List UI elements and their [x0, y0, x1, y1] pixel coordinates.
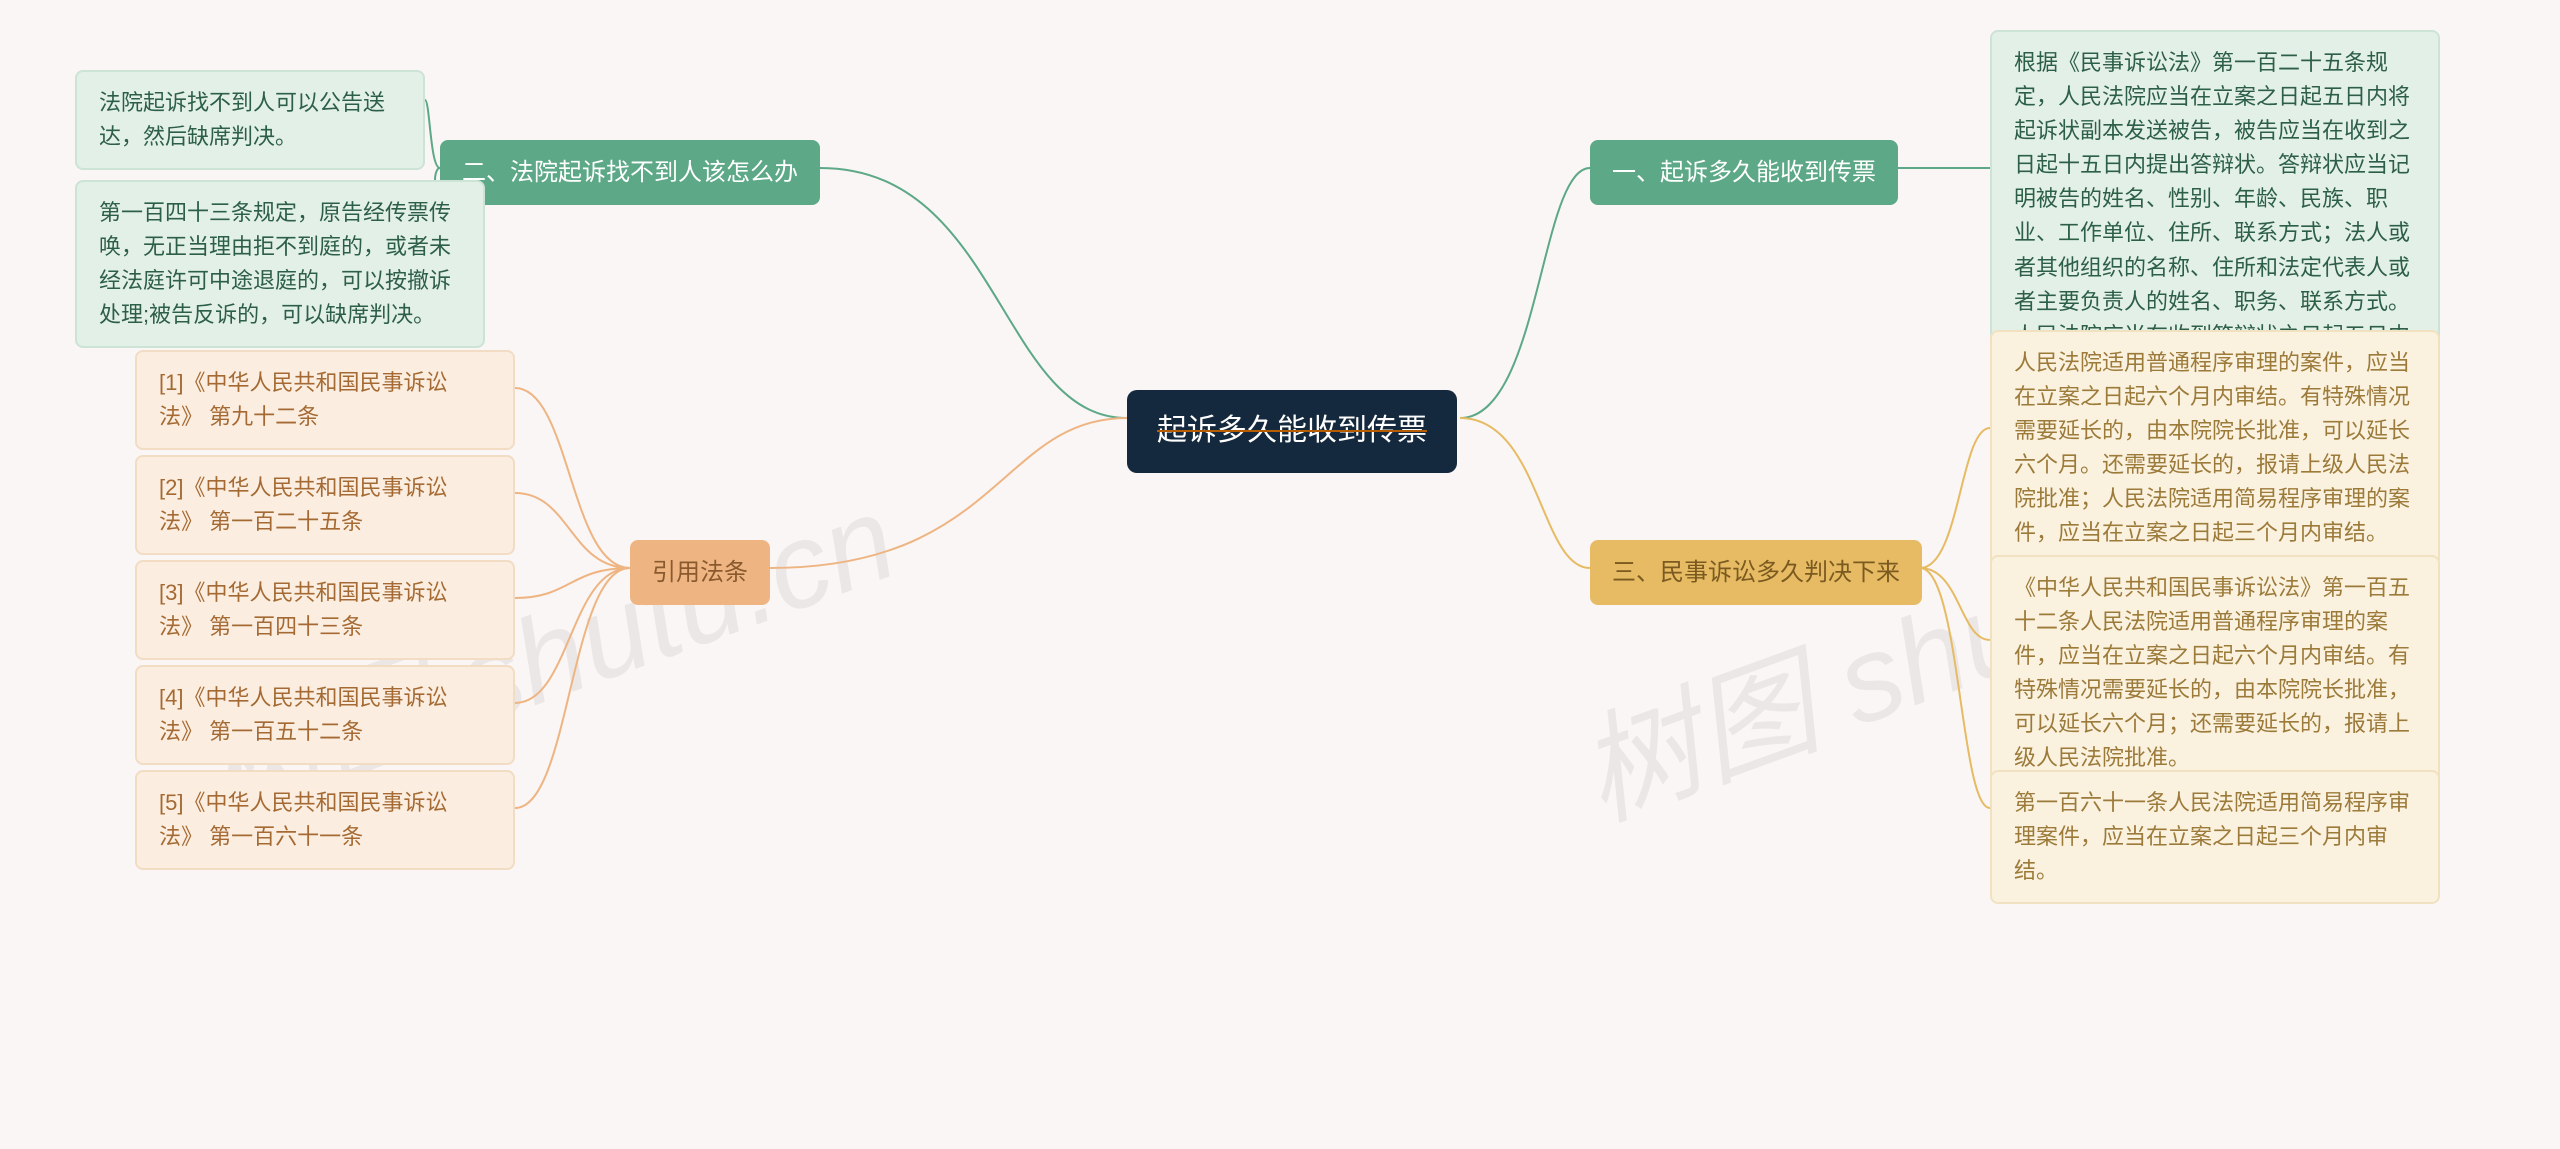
- center-node: 起诉多久能收到传票: [1127, 390, 1457, 473]
- branch-4-leaf-4: [5]《中华人民共和国民事诉讼法》 第一百六十一条: [135, 770, 515, 870]
- branch-4-leaf-0: [1]《中华人民共和国民事诉讼法》 第九十二条: [135, 350, 515, 450]
- branch-4-leaf-3: [4]《中华人民共和国民事诉讼法》 第一百五十二条: [135, 665, 515, 765]
- branch-2-leaf-0: 法院起诉找不到人可以公告送达，然后缺席判决。: [75, 70, 425, 170]
- branch-2-leaf-1: 第一百四十三条规定，原告经传票传唤，无正当理由拒不到庭的，或者未经法庭许可中途退…: [75, 180, 485, 348]
- branch-1-main: 一、起诉多久能收到传票: [1590, 140, 1898, 205]
- branch-3-leaf-1: 《中华人民共和国民事诉讼法》第一百五十二条人民法院适用普通程序审理的案件，应当在…: [1990, 555, 2440, 792]
- branch-3-leaf-0: 人民法院适用普通程序审理的案件，应当在立案之日起六个月内审结。有特殊情况需要延长…: [1990, 330, 2440, 567]
- branch-3-leaf-2: 第一百六十一条人民法院适用简易程序审理案件，应当在立案之日起三个月内审结。: [1990, 770, 2440, 904]
- branch-4-leaf-2: [3]《中华人民共和国民事诉讼法》 第一百四十三条: [135, 560, 515, 660]
- branch-4-main: 引用法条: [630, 540, 770, 605]
- branch-3-main: 三、民事诉讼多久判决下来: [1590, 540, 1922, 605]
- branch-2-main: 二、法院起诉找不到人该怎么办: [440, 140, 820, 205]
- branch-4-leaf-1: [2]《中华人民共和国民事诉讼法》 第一百二十五条: [135, 455, 515, 555]
